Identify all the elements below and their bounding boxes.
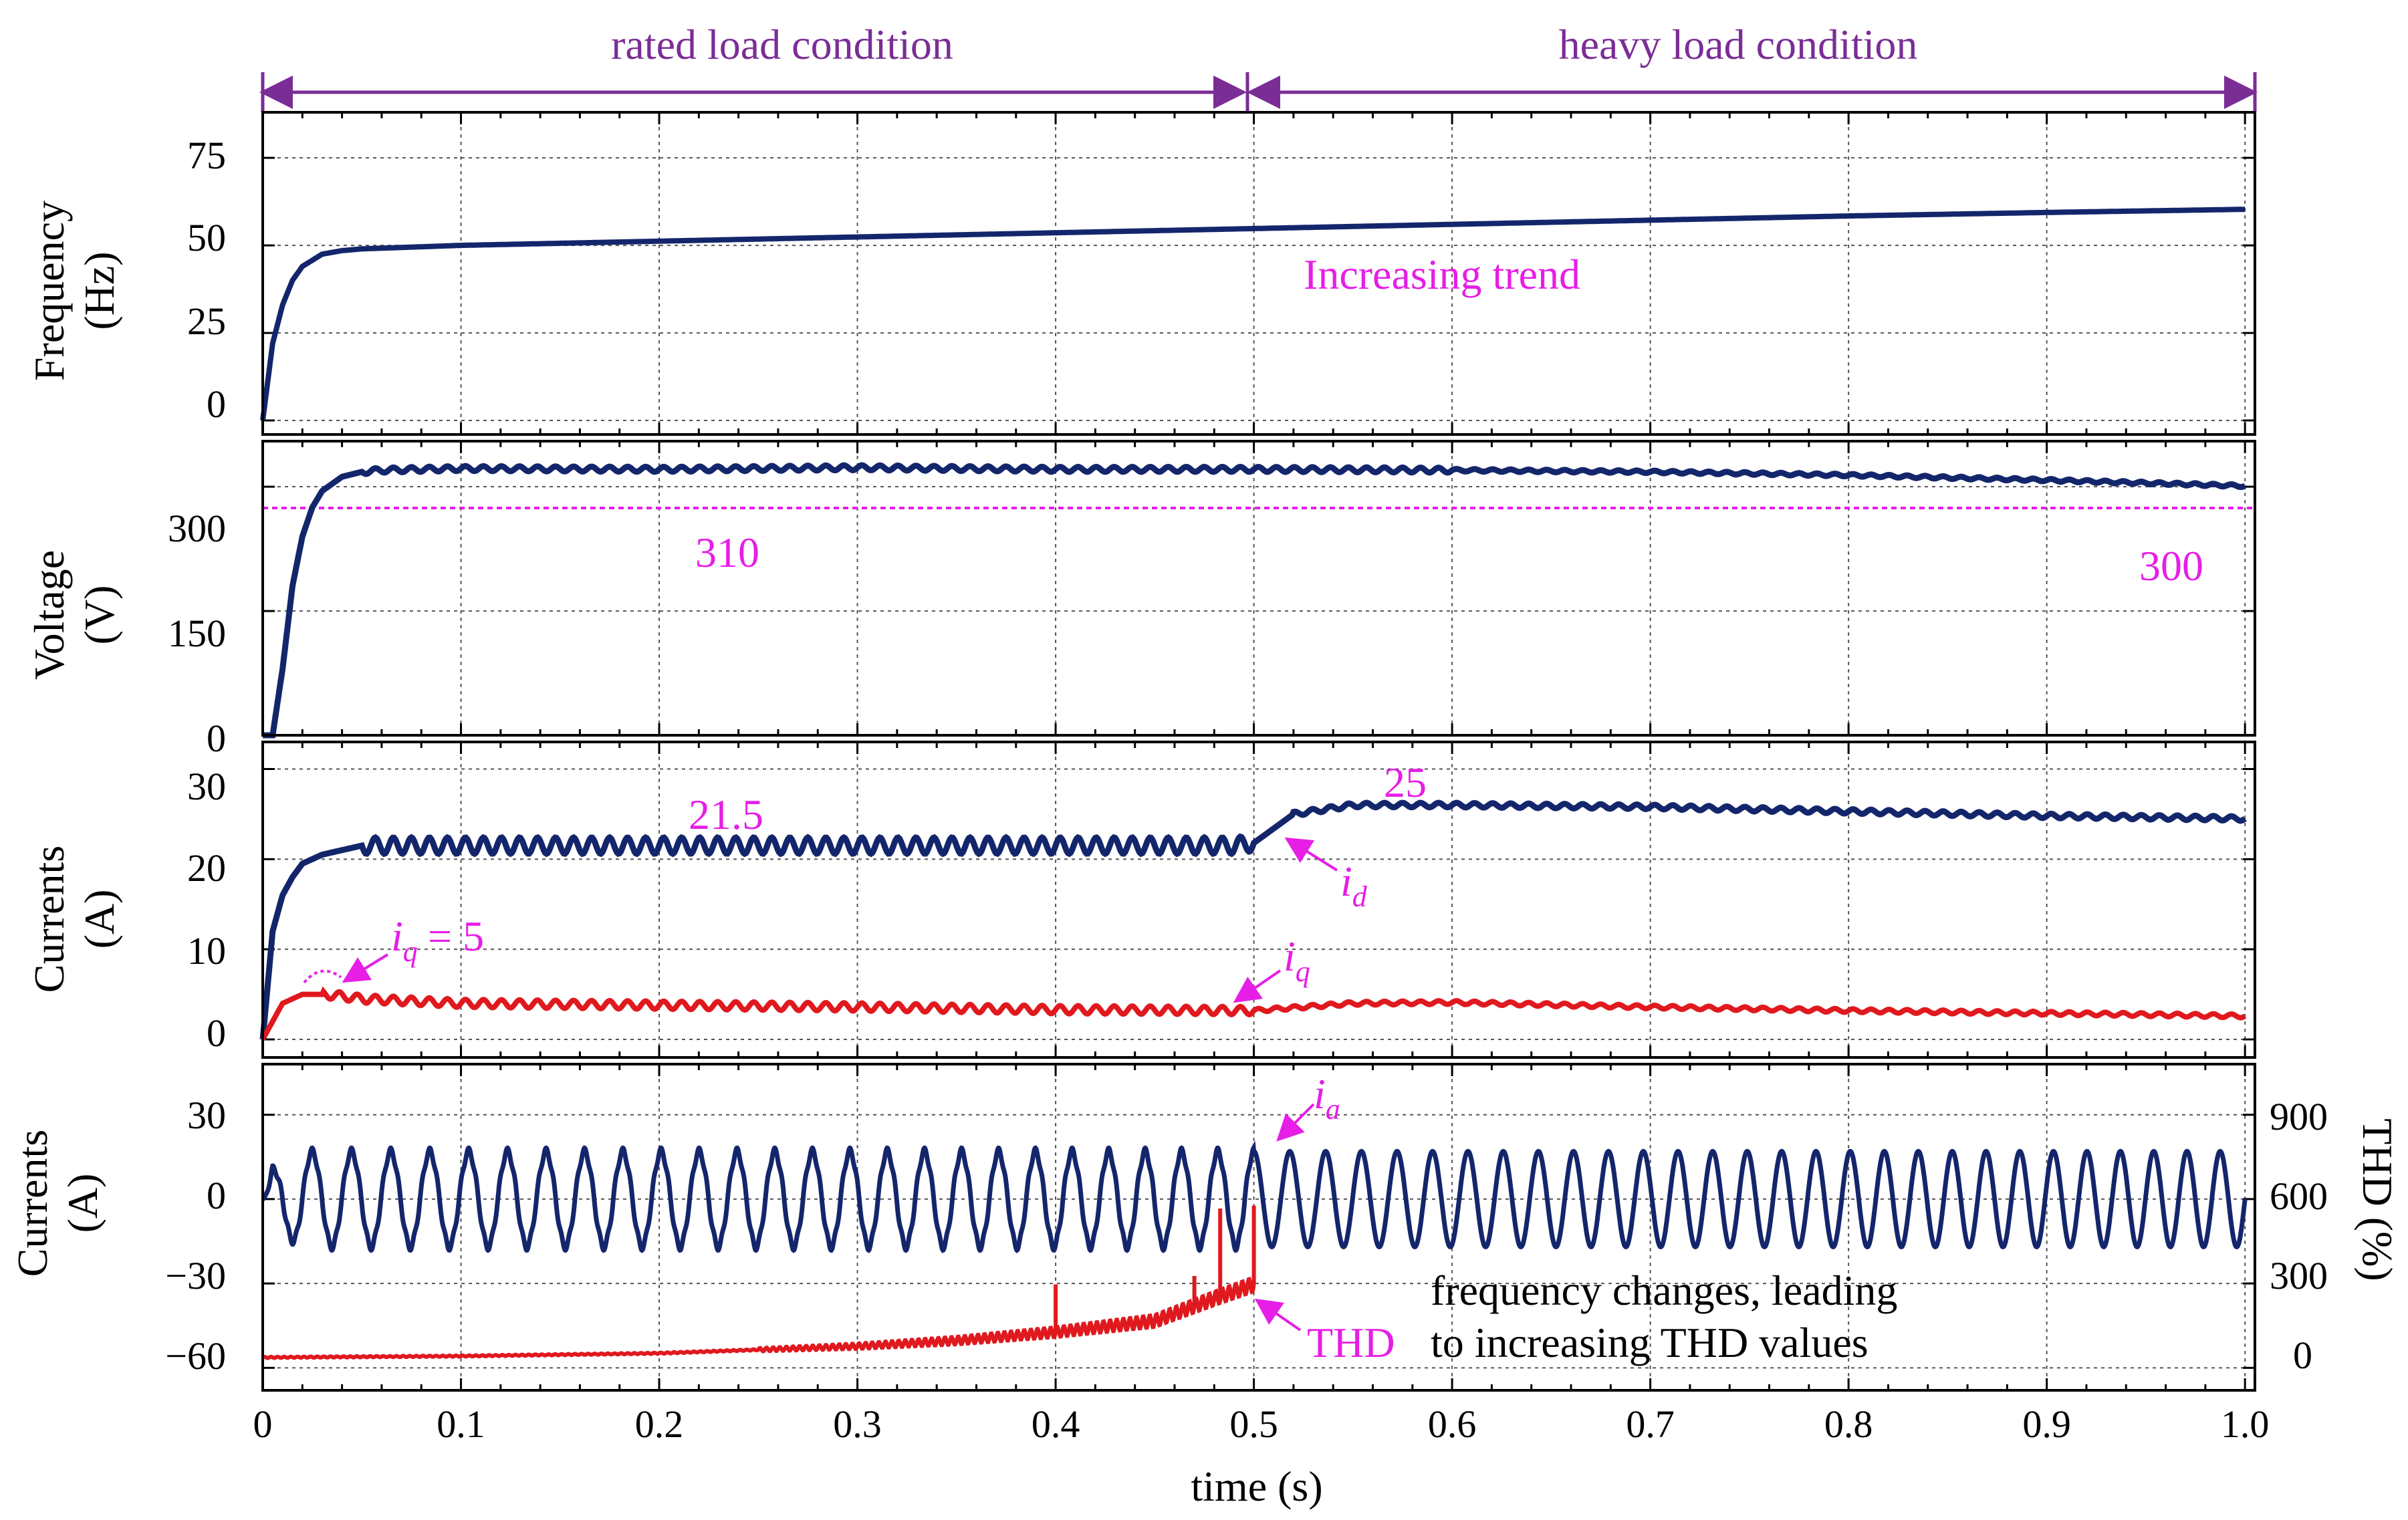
panel-voltage: 300 150 0 Voltage (V) 310 300 — [25, 440, 2256, 760]
series-frequency — [260, 207, 2246, 421]
ytick-dq-30: 30 — [187, 765, 226, 808]
panel-phase-current: 30 0 −30 −60 900 600 300 0 Currents (A) … — [9, 1063, 2401, 1392]
ytick-thd-600: 600 — [2270, 1174, 2328, 1218]
thd-label: THD — [1307, 1319, 1395, 1366]
iq-peak-sub: q — [403, 935, 418, 968]
series-iq — [260, 986, 2247, 1041]
ytick-dq-0: 0 — [207, 1011, 226, 1055]
panel-voltage-yticks: 300 150 0 — [168, 507, 226, 760]
x-tick-label: 0.4 — [1032, 1402, 1080, 1446]
ytick-freq-75: 75 — [187, 134, 226, 177]
x-tick-label: 0.9 — [2022, 1402, 2071, 1446]
panel-dq-yticks: 30 20 10 0 — [187, 765, 226, 1055]
ylabel-dq-line1: Currents — [25, 846, 73, 993]
ytick-freq-0: 0 — [207, 382, 226, 426]
x-tick-label: 0.7 — [1626, 1402, 1675, 1446]
ylabel-thd: THD (%) — [2354, 1118, 2401, 1281]
panel-voltage-frame — [261, 440, 2256, 737]
annotation-300: 300 — [2139, 542, 2203, 590]
panel-phase-frame — [261, 1063, 2256, 1392]
id-arrow — [1284, 837, 1338, 872]
panel-frequency: 75 50 25 0 Frequency (Hz) Increasing tre… — [25, 111, 2256, 436]
annotation-iq-peak: iq = 5 — [303, 912, 484, 984]
region-header: rated load condition heavy load conditio… — [259, 21, 2258, 112]
ylabel-voltage-line2: (V) — [76, 586, 123, 645]
x-axis-title: time (s) — [1191, 1463, 1322, 1510]
series-voltage — [263, 462, 2246, 739]
panel-frequency-grid — [261, 112, 2255, 434]
ytick-dq-10: 10 — [187, 929, 226, 973]
id-sub: d — [1352, 880, 1368, 913]
ytick-ia-0: 0 — [207, 1174, 226, 1217]
ia-i: i — [1314, 1070, 1326, 1118]
ylabel-frequency-line2: (Hz) — [76, 251, 123, 330]
x-tick-label: 0.5 — [1229, 1402, 1278, 1446]
ylabel-ia-line1: Currents — [9, 1130, 56, 1277]
panel-voltage-grid — [261, 441, 2255, 737]
ylabel-dq-line2: (A) — [76, 890, 123, 949]
x-tick-label: 0.2 — [635, 1402, 684, 1446]
ylabel-frequency-line1: Frequency — [25, 201, 73, 381]
iq-peak-i: i — [391, 912, 403, 960]
panel-frequency-frame — [261, 111, 2256, 436]
series-thd — [261, 1205, 1256, 1360]
iq-symbol: iq — [1284, 932, 1310, 988]
ytick-freq-25: 25 — [187, 299, 226, 343]
annotation-id-label: id — [1284, 837, 1368, 913]
note-line-2: to increasing THD values — [1431, 1319, 1869, 1366]
iq-i: i — [1284, 932, 1296, 980]
region-label-heavy: heavy load condition — [1559, 21, 1918, 68]
ytick-thd-300: 300 — [2270, 1254, 2328, 1297]
ia-arrow — [1276, 1103, 1315, 1142]
x-axis: 0 0.1 0.2 0.3 0.4 0.5 0.6 0.7 0.8 0.9 1.0 time (s) — [253, 1402, 2270, 1510]
series-id — [259, 799, 2247, 1040]
x-tick-label: 0.3 — [833, 1402, 882, 1446]
iq-peak-symbol: iq — [391, 912, 418, 968]
x-tick-label: 0 — [253, 1402, 273, 1446]
x-tick-label: 0.6 — [1428, 1402, 1477, 1446]
ylabel-ia-line2: (A) — [59, 1174, 106, 1233]
ytick-ia-neg30: −30 — [165, 1254, 226, 1297]
panel-frequency-yticks: 75 50 25 0 — [187, 134, 226, 426]
annotation-iq-label: iq — [1233, 932, 1310, 1003]
ylabel-voltage-line1: Voltage — [25, 550, 73, 680]
annotation-increasing-trend: Increasing trend — [1304, 251, 1580, 298]
iq-sub: q — [1296, 955, 1310, 988]
ytick-volt-0: 0 — [207, 717, 226, 760]
x-tick-labels: 0 0.1 0.2 0.3 0.4 0.5 0.6 0.7 0.8 0.9 1.0 — [253, 1402, 2270, 1446]
annotation-ia-label: ia — [1276, 1070, 1340, 1142]
annotation-21-5: 21.5 — [689, 791, 763, 838]
annotation-thd-label: THD — [1254, 1298, 1395, 1366]
annotation-25: 25 — [1384, 759, 1427, 806]
x-tick-label: 0.1 — [437, 1402, 485, 1446]
region-label-rated: rated load condition — [611, 21, 953, 68]
iq-arrow — [1233, 969, 1282, 1003]
ytick-freq-50: 50 — [187, 216, 226, 259]
series-ia — [261, 1140, 2248, 1253]
ytick-volt-300: 300 — [168, 507, 226, 550]
ytick-thd-0: 0 — [2293, 1334, 2312, 1377]
panel-phase-yticks: 30 0 −30 −60 — [165, 1094, 226, 1378]
ia-symbol: ia — [1314, 1070, 1340, 1126]
panel-dq-frame — [261, 741, 2256, 1059]
ia-sub: a — [1326, 1093, 1340, 1126]
ytick-dq-20: 20 — [187, 846, 226, 890]
x-tick-label: 0.8 — [1824, 1402, 1873, 1446]
note-line-1: frequency changes, leading — [1431, 1267, 1897, 1314]
ytick-ia-30: 30 — [187, 1094, 226, 1137]
ytick-thd-900: 900 — [2270, 1095, 2328, 1138]
iq-peak-value: = 5 — [428, 912, 484, 960]
panel-phase-yticks-right: 900 600 300 0 — [2270, 1095, 2328, 1377]
id-i: i — [1340, 858, 1352, 905]
annotation-310: 310 — [695, 529, 759, 576]
thd-arrow — [1254, 1298, 1302, 1332]
id-symbol: id — [1340, 858, 1368, 913]
ytick-ia-neg60: −60 — [165, 1334, 226, 1378]
x-tick-label: 1.0 — [2221, 1402, 2270, 1446]
ytick-volt-150: 150 — [168, 612, 226, 655]
iq-peak-arrow — [342, 953, 389, 983]
iq-peak-dotted-arc — [303, 969, 342, 984]
panel-dq-currents: 30 20 10 0 Currents (A) 21.5 25 iq = 5 i… — [25, 741, 2256, 1059]
